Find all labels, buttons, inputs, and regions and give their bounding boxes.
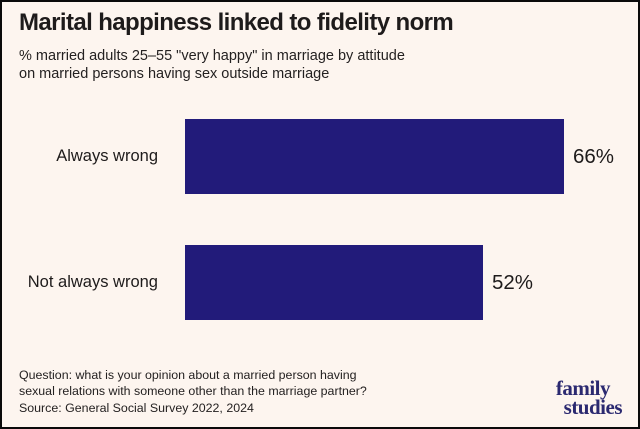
footer-source: Source: General Social Survey 2022, 2024 — [19, 400, 254, 415]
bar-category-label: Not always wrong — [27, 273, 158, 291]
bar-row: Not always wrong 52% — [2, 245, 638, 320]
bar-value-label: 52% — [492, 270, 534, 294]
bar — [185, 245, 483, 320]
bar-category-label: Always wrong — [56, 147, 158, 165]
bar-chart: Always wrong 66% Not always wrong 52% — [2, 119, 638, 371]
footer-question-line2: sexual relations with someone other than… — [19, 384, 367, 399]
family-studies-logo: family studies — [555, 376, 623, 419]
logo-word-studies: studies — [563, 395, 623, 419]
chart-subtitle-line1: % married adults 25–55 "very happy" in m… — [19, 48, 405, 64]
chart-subtitle: % married adults 25–55 "very happy" in m… — [19, 48, 405, 83]
footer-question-line1: Question: what is your opinion about a m… — [19, 368, 357, 382]
bar-value-label: 66% — [573, 144, 615, 168]
bar — [185, 119, 564, 194]
footer-notes: Question: what is your opinion about a m… — [19, 367, 367, 416]
chart-title: Marital happiness linked to fidelity nor… — [19, 9, 454, 36]
logo-word-family: family — [555, 376, 611, 400]
chart-subtitle-line2: on married persons having sex outside ma… — [19, 65, 330, 82]
bar-row: Always wrong 66% — [2, 119, 638, 194]
